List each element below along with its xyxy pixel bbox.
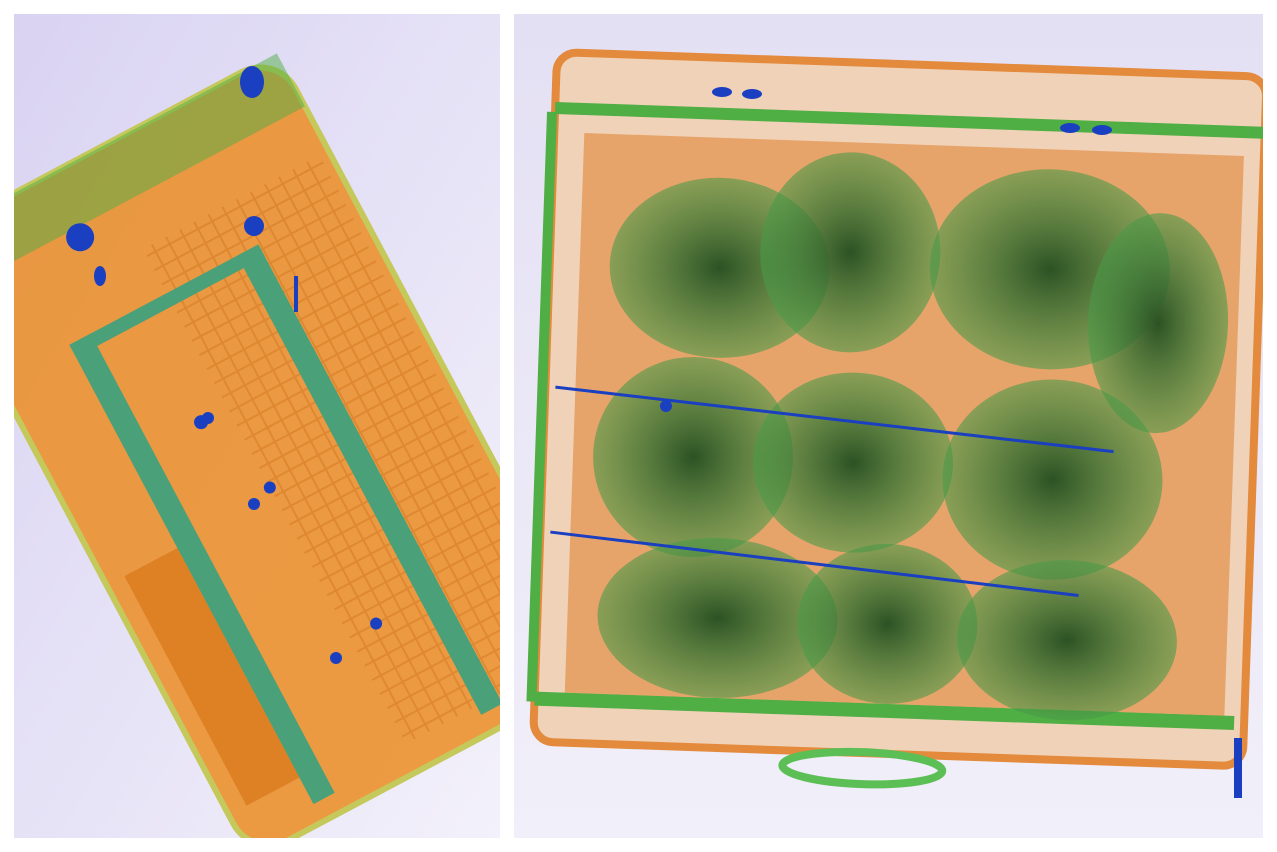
metal-rod [550, 530, 1079, 598]
metal-objects [94, 66, 342, 664]
right-xray-image [514, 14, 1263, 838]
trolley-rail [69, 333, 335, 805]
handle [778, 747, 947, 789]
luggage-body [14, 53, 500, 838]
left-xray-image [14, 14, 500, 838]
suitcase-frame [526, 111, 558, 702]
packed-contents [593, 152, 1229, 721]
suitcase-body [526, 48, 1263, 789]
metal-rod [555, 385, 1114, 454]
trolley-rail [237, 244, 500, 715]
metal-objects [660, 87, 1242, 798]
